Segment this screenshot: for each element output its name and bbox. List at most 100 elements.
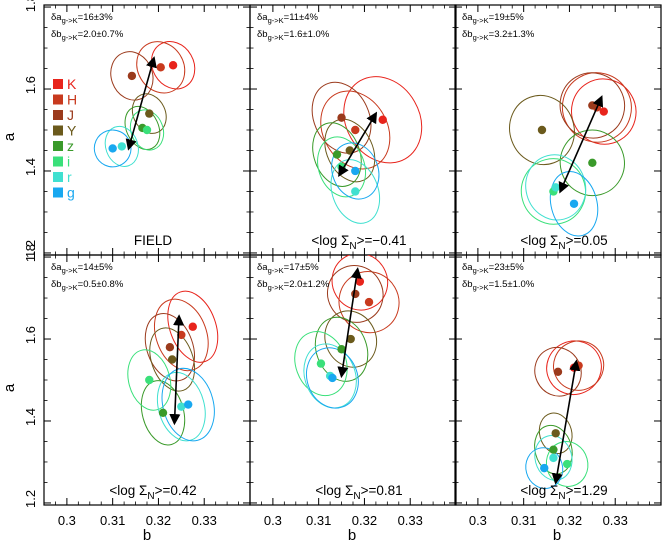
error-ellipse-K	[331, 255, 389, 311]
panel-label-main: <log Σ	[109, 483, 147, 498]
y-tick-label: 1.2	[23, 490, 38, 508]
legend-label-K: K	[67, 76, 77, 92]
x-tick-label: 0.32	[352, 513, 377, 528]
data-point-Y	[537, 125, 547, 135]
panel-label-subscript: N	[349, 241, 356, 252]
data-point-i	[142, 125, 152, 135]
panel-bin2: δag->K=19±5%δbg->K=3.2±1.3%<log ΣN>=0.05	[454, 4, 662, 256]
delta-b-symbol: δb	[462, 29, 473, 40]
panel-label-subscript: N	[558, 491, 565, 502]
axis-labels: a a b b b	[1, 132, 561, 544]
data-point-z	[158, 408, 168, 417]
delta-a-value: =23±5%	[489, 262, 525, 273]
delta-b-value: =1.6±1.0%	[284, 29, 330, 40]
panel-label-value: >=0.42	[155, 483, 197, 498]
error-ellipses	[509, 72, 637, 237]
legend-swatch-z	[53, 141, 63, 151]
x-tick-label: 0.33	[192, 513, 217, 528]
delta-b-symbol: δb	[257, 279, 268, 290]
delta-b-subscript: g->K	[473, 33, 489, 42]
error-ellipse-z	[314, 316, 369, 382]
trend-arrow	[125, 56, 157, 151]
data-point-g	[184, 400, 193, 409]
delta-a-value: =14±5%	[78, 262, 114, 273]
error-ellipses	[525, 340, 605, 489]
delta-a-symbol: δa	[257, 262, 268, 273]
panel-label: <log ΣN>=1.29	[520, 483, 607, 502]
delta-a-annotation: δag->K=23±5%	[462, 262, 524, 275]
error-ellipses	[127, 290, 219, 446]
delta-a-subscript: g->K	[473, 16, 489, 25]
y-axis-label-bottom: a	[1, 383, 18, 392]
panel-label: <log ΣN>=−0.41	[311, 233, 406, 252]
x-tick-label: 0.32	[146, 513, 171, 528]
data-point-J	[127, 71, 137, 81]
panel-bin5: 0.3 0.31 0.32 0.33δag->K=23±5%δbg->K=1.5±1.…	[454, 254, 662, 528]
x-tick-label: 0.3	[264, 513, 282, 528]
x-tick-label: 0.33	[603, 513, 628, 528]
legend-label-H: H	[67, 92, 77, 108]
delta-b-symbol: δb	[462, 279, 473, 290]
delta-a-symbol: δa	[462, 262, 473, 273]
data-point-H	[156, 63, 165, 72]
panel-bin4: 0.3 0.31 0.32 0.33δag->K=17±5%δbg->K=2.0±1.…	[249, 254, 457, 528]
delta-a-annotation: δag->K=17±5%	[257, 262, 319, 275]
panel-label-main: <log Σ	[311, 233, 349, 248]
delta-b-annotation: δbg->K=2.0±1.2%	[257, 279, 330, 292]
panel-label-value: >=0.05	[566, 233, 608, 248]
data-point-H	[364, 297, 374, 307]
panel-bin1: δag->K=11±4%δbg->K=1.6±1.0%<log ΣN>=−0.4…	[249, 4, 457, 256]
panel-label-value: >=0.81	[361, 483, 403, 498]
delta-a-annotation: δag->K=19±5%	[462, 12, 524, 25]
delta-a-symbol: δa	[462, 12, 473, 23]
delta-b-subscript: g->K	[268, 33, 284, 42]
delta-a-value: =11±4%	[284, 12, 319, 23]
y-tick-label: 1.8	[23, 244, 38, 262]
data-point-J	[553, 367, 563, 377]
panel-bin3: 0.3 0.31 0.32 0.331.21.41.61.8δag->K=14±5%δ…	[23, 244, 251, 528]
data-point-z	[549, 445, 558, 454]
data-point-H	[351, 125, 360, 135]
trend-arrow	[551, 359, 581, 485]
delta-b-subscript: g->K	[62, 283, 78, 292]
data-point-Y	[145, 109, 154, 118]
delta-a-subscript: g->K	[268, 266, 284, 275]
data-point-i	[145, 375, 154, 385]
delta-a-subscript: g->K	[62, 16, 78, 25]
delta-a-annotation: δag->K=16±3%	[51, 12, 113, 25]
x-tick-label: 0.31	[306, 513, 331, 528]
delta-b-subscript: g->K	[62, 33, 78, 42]
delta-b-annotation: δbg->K=3.2±1.3%	[462, 29, 535, 42]
panel-field: 1.21.41.61.8δag->K=16±3%δbg->K=2.0±0.7%F…	[23, 0, 251, 258]
data-point-g	[540, 463, 549, 473]
panel-label-main: <log Σ	[315, 483, 353, 498]
y-tick-label: 1.4	[23, 158, 38, 176]
trend-arrow	[338, 111, 378, 178]
y-tick-label: 1.6	[23, 326, 38, 344]
legend-swatch-g	[53, 187, 63, 198]
delta-b-annotation: δbg->K=1.5±1.0%	[462, 279, 535, 292]
data-point-g	[328, 373, 337, 383]
panel-label-subscript: N	[558, 241, 565, 252]
delta-b-value: =2.0±0.7%	[78, 29, 124, 40]
panel-label: FIELD	[134, 233, 173, 248]
panel-label: <log ΣN>=0.05	[520, 233, 607, 252]
error-ellipse-H	[154, 298, 209, 372]
data-point-g	[351, 166, 360, 176]
x-tick-label: 0.3	[58, 513, 76, 528]
x-axis-label-middle: b	[348, 527, 356, 544]
legend-label-r: r	[67, 169, 72, 185]
data-point-J	[337, 113, 346, 122]
delta-a-value: =19±5%	[489, 12, 525, 23]
data-point-r	[351, 187, 360, 196]
x-axis-label-left: b	[143, 527, 151, 544]
trend-arrow	[337, 267, 362, 379]
delta-a-subscript: g->K	[62, 266, 78, 275]
data-point-J	[165, 343, 175, 352]
y-tick-label: 1.6	[23, 76, 38, 94]
delta-b-value: =0.5±0.8%	[78, 279, 124, 290]
trend-arrow	[558, 95, 604, 194]
y-tick-label: 1.8	[23, 0, 38, 12]
delta-a-subscript: g->K	[268, 16, 284, 25]
